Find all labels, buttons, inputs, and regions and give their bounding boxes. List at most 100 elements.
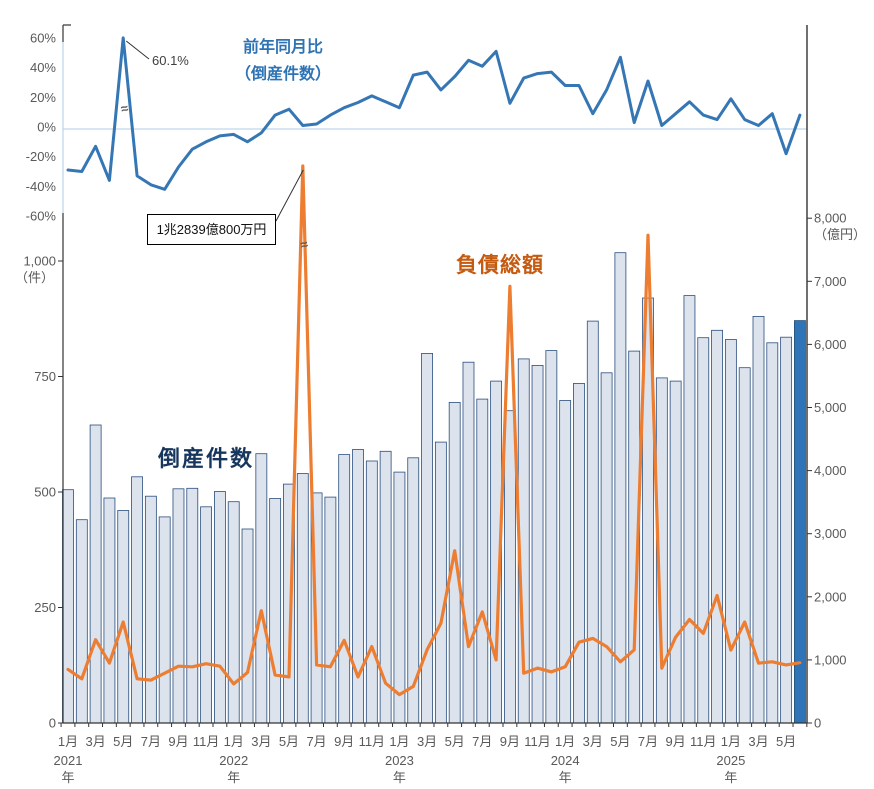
year-label: 2024 (551, 753, 580, 768)
year-suffix-label: 年 (227, 770, 240, 785)
bar-2021-05 (117, 510, 130, 724)
year-label: 2021 (54, 753, 83, 768)
yoy-chart-title-line1: 前年同月比 (242, 39, 323, 56)
month-label: 3月 (251, 734, 271, 749)
yoy-chart-title: 前年同月比 （倒産件数） (203, 34, 363, 88)
year-suffix-label: 年 (559, 770, 572, 785)
year-label: 2025 (716, 753, 745, 768)
month-label: 1月 (58, 734, 78, 749)
month-label: 9月 (334, 734, 354, 749)
bar-2025-04 (766, 342, 779, 724)
bar-2022-10 (352, 449, 364, 724)
bar-2025-01 (724, 339, 737, 724)
month-label: 5月 (279, 734, 299, 749)
month-label: 11月 (193, 734, 220, 749)
bar-2021-04 (103, 497, 116, 724)
liabilities-series-label: 負債総額 (456, 254, 544, 277)
bar-2023-12 (545, 350, 558, 724)
month-label: 7月 (306, 734, 326, 749)
bar-2024-04 (600, 372, 613, 724)
oku-tick-label: 1,000 (814, 652, 847, 667)
bar-2025-02 (738, 367, 751, 724)
month-label: 1月 (224, 734, 244, 749)
percent-tick-label: -40% (26, 179, 57, 194)
oku-tick-label: 7,000 (814, 274, 847, 289)
count-tick-label: 750 (34, 369, 56, 384)
oku-tick-label: 8,000 (814, 211, 847, 226)
month-label: 9月 (500, 734, 520, 749)
bar-2021-06 (131, 476, 143, 724)
month-label: 5月 (776, 734, 796, 749)
percent-tick-label: 20% (30, 90, 56, 105)
month-label: 3月 (748, 734, 768, 749)
yoy-line (66, 36, 802, 191)
percent-tick-label: 60% (30, 31, 56, 46)
month-label: 5月 (445, 734, 465, 749)
bar-2024-09 (669, 380, 682, 724)
month-label: 1月 (721, 734, 741, 749)
bar-2022-04 (269, 498, 282, 724)
yoy-chart-title-line2: （倒産件数） (234, 66, 331, 84)
oku-axis-unit: （億円） (814, 227, 866, 242)
bar-series-label: 倒産件数 (158, 446, 255, 471)
oku-tick-label: 3,000 (814, 526, 847, 541)
month-label: 1月 (389, 734, 409, 749)
month-label: 7月 (472, 734, 492, 749)
oku-tick-label: 6,000 (814, 337, 847, 352)
oku-tick-label: 4,000 (814, 463, 847, 478)
bar-2022-01 (227, 501, 240, 724)
month-label: 5月 (610, 734, 630, 749)
count-tick-label: 500 (34, 485, 56, 500)
bar-2021-07 (144, 495, 157, 724)
bar-2024-10 (683, 295, 696, 724)
year-suffix-label: 年 (724, 770, 737, 785)
bar-2022-09 (338, 454, 351, 724)
liabilities-peak-leader-line (275, 169, 304, 222)
yoy-peak-annotation: 60.1% (152, 53, 189, 68)
bar-2021-03 (89, 424, 102, 724)
bar-2024-05 (614, 252, 627, 724)
percent-tick-label: -60% (26, 208, 57, 223)
bar-2024-02 (573, 382, 585, 724)
bar-2022-08 (324, 496, 337, 724)
percent-tick-label: 0% (37, 120, 56, 135)
bar-2021-02 (75, 519, 88, 724)
month-label: 11月 (690, 734, 717, 749)
count-tick-label: 1,000 (23, 254, 56, 269)
axis-break-liabilities-icon: ≈ (299, 236, 310, 252)
month-label: 9月 (666, 734, 686, 749)
bar-2021-09 (172, 488, 185, 724)
bar-2022-11 (365, 460, 378, 724)
percent-tick-label: -20% (26, 149, 57, 164)
oku-tick-label: 0 (814, 716, 821, 731)
year-label: 2023 (385, 753, 414, 768)
month-label: 3月 (86, 734, 106, 749)
count-tick-label: 0 (49, 716, 56, 731)
month-label: 5月 (113, 734, 133, 749)
count-tick-label: 250 (34, 600, 56, 615)
bar-2021-08 (158, 516, 171, 724)
bar-2022-02 (241, 528, 254, 724)
liabilities-line (66, 164, 802, 697)
bar-2023-01 (393, 471, 406, 724)
month-label: 11月 (359, 734, 386, 749)
bar-2023-09 (504, 410, 516, 724)
oku-tick-label: 5,000 (814, 400, 847, 415)
bar-2024-03 (586, 320, 599, 724)
bar-2024-12 (711, 329, 723, 724)
bar-2021-11 (200, 506, 213, 724)
bar-2023-04 (434, 441, 447, 724)
bar-2023-07 (476, 398, 489, 724)
year-suffix-label: 年 (61, 770, 74, 785)
bar-2022-06 (296, 473, 309, 724)
bar-2023-03 (421, 352, 433, 724)
bar-2023-06 (462, 361, 475, 724)
month-label: 7月 (638, 734, 658, 749)
oku-tick-label: 2,000 (814, 589, 847, 604)
bar-2021-12 (214, 491, 226, 724)
month-label: 1月 (555, 734, 575, 749)
month-label: 11月 (524, 734, 551, 749)
month-label: 3月 (583, 734, 603, 749)
